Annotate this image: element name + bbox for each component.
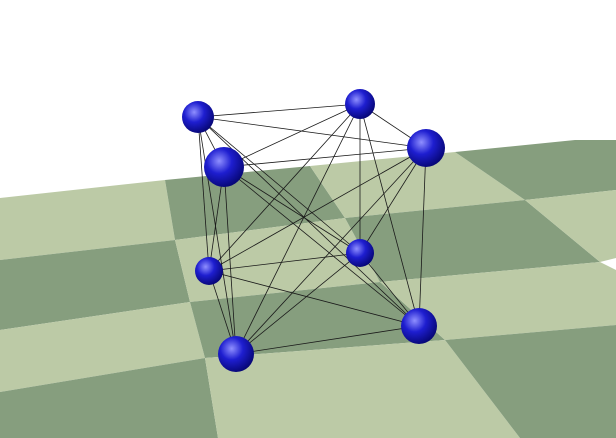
node-sphere[interactable] (401, 308, 437, 344)
graph-edge (223, 166, 420, 327)
floor-tile (175, 218, 380, 302)
node-sphere[interactable] (182, 101, 214, 133)
floor-tile (455, 140, 616, 200)
floor-tile (445, 325, 616, 438)
floor-tile (205, 340, 520, 438)
node-sphere[interactable] (346, 239, 374, 267)
graph-edge (418, 147, 427, 327)
graph-edge (197, 116, 361, 254)
floor-tile (0, 358, 218, 438)
graph-edge (223, 103, 361, 168)
node-sphere[interactable] (195, 257, 223, 285)
graph-edge (359, 103, 420, 327)
graph-edge (223, 166, 237, 355)
floor-tile (0, 180, 175, 260)
graph-edge (235, 147, 427, 355)
graph-edge (223, 147, 427, 168)
floor-tile (165, 166, 345, 240)
floor-tile (525, 190, 616, 262)
graph-edge (197, 116, 237, 355)
floor-tile (0, 302, 205, 392)
floor-tile (380, 262, 616, 340)
graph-edge (359, 147, 427, 254)
graph-edge (208, 252, 361, 272)
graph-edge (208, 103, 361, 272)
checkerboard-floor (0, 140, 616, 438)
floor-tile (190, 282, 445, 358)
floor-tile (345, 200, 600, 282)
graph-edge (235, 103, 361, 355)
floor-tile (310, 152, 525, 218)
graph-edge (197, 116, 210, 272)
graph-edge (235, 252, 361, 355)
node-sphere[interactable] (345, 89, 375, 119)
floor-tile (0, 240, 190, 330)
graph-edge (208, 147, 427, 272)
node-sphere[interactable] (218, 336, 254, 372)
graph-edge (197, 103, 361, 118)
graph-edge (197, 116, 427, 149)
graph-edge (223, 166, 361, 254)
node-sphere[interactable] (407, 129, 445, 167)
graph-nodes (182, 89, 445, 372)
node-sphere[interactable] (204, 147, 244, 187)
graph-edges (197, 103, 427, 355)
graph-edge (235, 325, 420, 355)
graph-edge (208, 270, 420, 327)
